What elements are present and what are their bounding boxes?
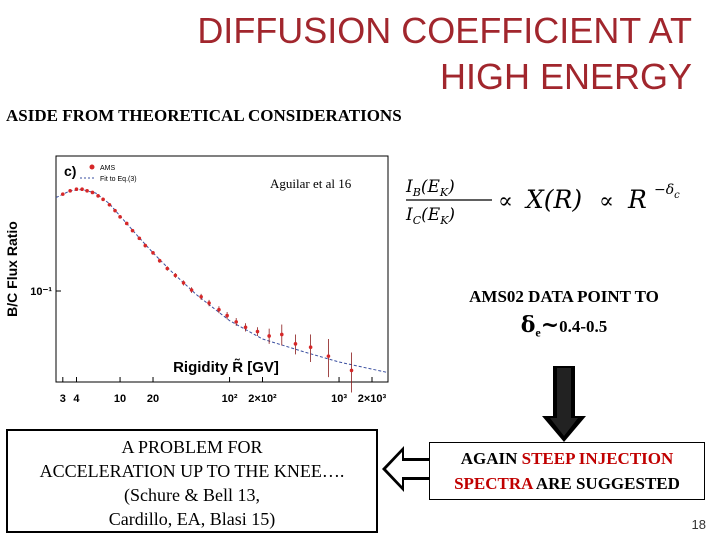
ams-point [199, 295, 203, 299]
ams-point [173, 273, 178, 278]
ams-point [68, 189, 72, 193]
ams-point [225, 313, 229, 318]
ams-point [189, 288, 194, 292]
svg-text:IC(EK): IC(EK) [405, 205, 455, 227]
steep-injection-box: AGAIN STEEP INJECTION SPECTRA ARE SUGGES… [429, 442, 705, 500]
flux-ratio-formula: IB(EK) IC(EK) ∝ X(R) ∝ R −δc [405, 177, 680, 227]
title-line-1: DIFFUSION COEFFICIENT AT [197, 10, 692, 51]
problem-line-1: A PROBLEM FOR [121, 437, 263, 457]
problem-line-4: Cardillo, EA, Blasi 15) [108, 509, 276, 529]
ams-point [118, 215, 122, 219]
acceleration-problem-box: A PROBLEM FOR ACCELERATION UP TO THE KNE… [6, 429, 378, 533]
delta-subscript: e [535, 325, 541, 340]
y-axis-label: B/C Flux Ratio [4, 221, 20, 317]
svg-text:−δc: −δc [654, 182, 680, 201]
tilde-symbol: ~ [540, 312, 560, 338]
ams-point [207, 301, 211, 305]
x-tick-label: 2×10³ [358, 393, 387, 405]
problem-line-2: ACCELERATION UP TO THE KNEE…. [39, 461, 345, 481]
bc-ratio-chart: 3 4 10 20 10² 2×10² 10³ 2×10³ 10⁻¹ c) AMS Fit to… [0, 148, 395, 408]
ams-point [255, 329, 260, 334]
bc-ratio-chart-svg: 3 4 10 20 10² 2×10² 10³ 2×10³ 10⁻¹ c) AMS Fit to… [4, 155, 389, 405]
legend-ams-label: AMS [100, 165, 116, 172]
ams-point [308, 345, 313, 350]
svg-text:∝: ∝ [599, 189, 614, 214]
ams02-delta-callout: AMS02 DATA POINT TO δe~0.4-0.5 [440, 284, 688, 352]
ams-point [85, 189, 89, 193]
x-tick-label: 3 [60, 393, 66, 405]
ams-point [124, 221, 129, 226]
ams02-callout-line: AMS02 DATA POINT TO [469, 287, 659, 306]
spectra-text: SPECTRA [454, 474, 533, 493]
points-layer [61, 187, 354, 393]
legend-fit-label: Fit to Eq.(3) [100, 176, 137, 183]
panel-label: c) [64, 163, 76, 179]
steep-line-2: SPECTRA ARE SUGGESTED [430, 471, 704, 496]
ams-point [80, 187, 84, 192]
suggested-text: ARE SUGGESTED [535, 474, 680, 493]
x-tick-label: 4 [73, 393, 80, 405]
svg-text:IB(EK): IB(EK) [405, 177, 455, 199]
ams-point [217, 307, 221, 312]
legend-ams-marker [89, 164, 95, 170]
x-tick-label: 10³ [331, 393, 347, 405]
slide-title: DIFFUSION COEFFICIENT AT HIGH ENERGY [92, 8, 692, 100]
svg-text:∝: ∝ [498, 189, 513, 214]
ams-point [293, 342, 298, 346]
ams-point [90, 190, 95, 195]
y-tick-label: 10⁻¹ [30, 286, 52, 298]
ams-point [243, 325, 248, 330]
slide-subtitle: ASIDE FROM THEORETICAL CONSIDERATIONS [6, 106, 402, 125]
title-line-2: HIGH ENERGY [439, 56, 692, 97]
ams-point [349, 368, 354, 373]
ams-point [101, 197, 105, 202]
left-arrow-icon [382, 446, 432, 492]
delta-range: 0.4-0.5 [559, 317, 608, 336]
x-tick-label: 10² [222, 393, 238, 405]
steep-line-1: AGAIN STEEP INJECTION [430, 446, 704, 471]
svg-text:X(R): X(R) [524, 185, 582, 214]
down-arrow-icon [542, 366, 586, 442]
ams-point [137, 236, 142, 241]
steep-injection-text: STEEP INJECTION [521, 449, 674, 468]
x-tick-label: 2×10² [248, 393, 277, 405]
x-axis-label: Rigidity R̃ [GV] [173, 358, 279, 376]
problem-line-3: (Schure & Bell 13, [124, 485, 260, 505]
delta-range-line: δe~0.4-0.5 [440, 310, 688, 347]
ams-point [234, 320, 238, 324]
ams-point [61, 192, 65, 196]
ams-point [151, 251, 155, 255]
ams-point [267, 334, 271, 338]
ams-point [130, 228, 135, 233]
ams-point [279, 332, 284, 337]
citation-label: Aguilar et al 16 [270, 176, 352, 191]
x-tick-label: 10 [114, 393, 126, 405]
axes-layer: 3 4 10 20 10² 2×10² 10³ 2×10³ 10⁻¹ [30, 286, 386, 405]
ams-point [96, 194, 100, 198]
page-number: 18 [691, 517, 706, 532]
ams-point [143, 243, 148, 248]
plot-frame [55, 155, 389, 383]
x-tick-label: 20 [147, 393, 159, 405]
ams-point [326, 354, 331, 358]
svg-text:R: R [627, 185, 647, 214]
ams-point [157, 258, 162, 263]
ams-point [74, 187, 79, 192]
again-text: AGAIN [460, 449, 518, 468]
ams-point [107, 202, 112, 207]
ams-point [165, 266, 170, 271]
ams-point [113, 208, 117, 213]
delta-symbol: δ [520, 312, 536, 338]
ams-point [181, 281, 186, 285]
